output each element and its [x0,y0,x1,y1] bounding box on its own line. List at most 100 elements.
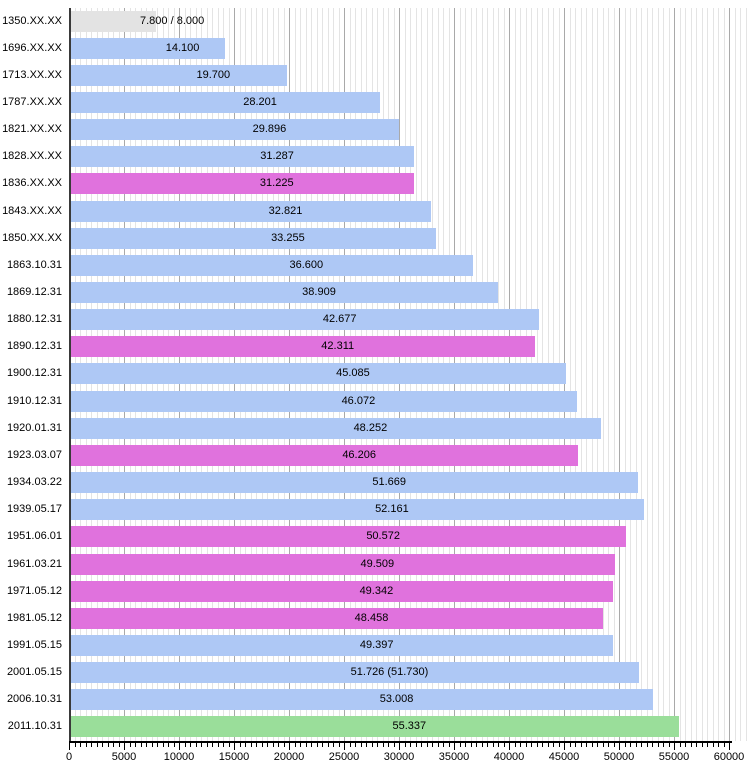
x-axis-tick-major [399,743,400,750]
y-axis-label: 1981.05.12 [6,611,62,624]
gridline-minor [630,8,631,741]
x-axis-tick-minor [74,743,76,747]
x-axis-tick-minor [338,743,340,747]
x-axis-tick-minor [305,743,307,747]
y-axis-line [69,8,71,741]
x-axis-tick-label: 55000 [658,751,690,763]
x-axis-tick-minor [641,743,642,747]
y-axis-label: 1890.12.31 [6,340,62,353]
gridline-minor [641,8,642,741]
bar-value-label: 48.458 [354,611,389,624]
bar: 42.311 [70,336,536,358]
x-axis-tick-minor [608,743,609,747]
x-axis-tick-minor [168,743,169,747]
x-axis-tick-minor [118,743,120,747]
bar-value-label: 48.252 [353,421,388,434]
bar-value-label: 42.677 [322,313,357,326]
gridline-minor [580,8,582,741]
x-axis-tick-label: 60000 [713,751,745,763]
bar-value-label: 32.821 [268,204,303,217]
y-axis-label: 1843.XX.XX [2,204,62,217]
x-axis-tick-minor [239,743,241,747]
x-axis-tick-minor [701,743,703,747]
x-axis-tick-major [509,743,510,750]
x-axis-tick-minor [531,743,532,747]
bar: 46.206 [70,444,579,466]
gridline-minor [575,8,576,741]
x-axis-tick-label: 40000 [493,751,525,763]
gridline-minor [657,8,659,741]
gridline-minor [597,8,598,741]
bar-value-label: 31.225 [259,177,294,190]
y-axis-label: 1880.12.31 [6,313,62,326]
y-axis-label: 1951.06.01 [6,530,62,543]
bar-value-label: 55.337 [392,720,427,733]
bar-value-label: 28.201 [243,95,277,108]
x-axis-tick-label: 35000 [438,751,470,763]
gridline-minor [569,8,571,741]
x-axis-tick-major [124,743,125,750]
bar-value-label: 46.072 [341,394,376,407]
bar: 53.008 [70,689,654,711]
x-axis-tick-minor [459,743,461,747]
x-axis-line [69,741,732,743]
x-axis-tick-minor [685,743,686,747]
x-axis-tick-minor [437,743,439,747]
x-axis-tick-minor [184,743,186,747]
bar: 50.572 [70,526,627,548]
x-axis-tick-label: 10000 [163,751,195,763]
x-axis-tick-minor [190,743,191,747]
x-axis-tick-minor [162,743,164,747]
y-axis-label: 1850.XX.XX [2,231,62,244]
gridline-minor [591,8,593,741]
x-axis-tick-minor [410,743,411,747]
bar: 42.677 [70,309,540,331]
x-axis-tick-minor [217,743,219,747]
x-axis-tick-minor [476,743,477,747]
bar-value-label: 33.255 [271,231,305,244]
y-axis-label: 1350.XX.XX [2,14,62,27]
y-axis-label: 1900.12.31 [6,367,62,380]
x-axis-tick-label: 20000 [273,751,305,763]
x-axis-tick-minor [223,743,224,747]
x-axis-tick-major [729,743,730,750]
x-axis-tick-minor [80,743,81,747]
gridline-major [674,8,675,741]
bar: 49.342 [70,580,613,602]
y-axis-label: 1787.XX.XX [2,95,62,108]
bar: 55.337 [70,716,679,738]
y-axis-label: 1961.03.21 [6,557,62,570]
x-axis-tick-minor [85,743,87,747]
bar-value-label: 46.206 [342,448,376,461]
x-axis-tick-minor [443,743,444,747]
bar-value-label: 51.669 [372,476,407,488]
gridline-minor [679,8,681,741]
x-axis-tick-minor [663,743,664,747]
x-axis-tick-major [564,743,565,750]
bar-value-label: 7.800 / 8.000 [140,14,205,27]
bar: 19.700 [70,64,287,86]
x-axis-tick-minor [657,743,659,747]
gridline-minor [668,8,670,741]
gridline-minor [608,8,609,741]
x-axis-tick-minor [327,743,329,747]
x-axis-tick-minor [333,743,334,747]
x-axis-tick-minor [536,743,538,747]
x-axis-tick-label: 15000 [218,751,250,763]
gridline-minor [690,8,692,741]
y-axis-label: 1934.03.22 [6,476,62,488]
x-axis-tick-minor [355,743,356,747]
y-axis-label: 1836.XX.XX [2,177,62,190]
gridline-minor [718,8,719,741]
x-axis-tick-minor [267,743,268,747]
gridline-minor [613,8,615,741]
x-axis-tick-minor [575,743,576,747]
bar-value-label: 53.008 [379,693,414,706]
x-axis-tick-minor [113,743,114,747]
gridline-minor [635,8,637,741]
x-axis-tick-major [344,743,345,750]
bar: 52.161 [70,499,644,521]
bar: 38.909 [70,282,498,303]
x-axis-tick-minor [157,743,158,747]
